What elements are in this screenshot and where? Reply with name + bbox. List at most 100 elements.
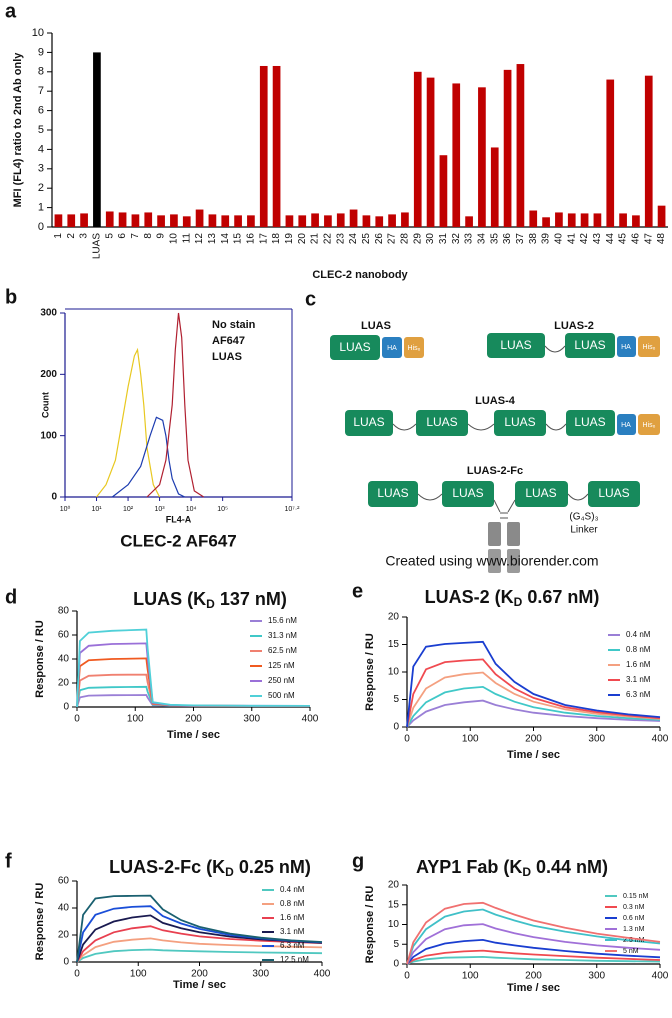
y-tick-label: 8 <box>38 66 44 78</box>
bar <box>311 213 319 227</box>
x-tick-label: 19 <box>284 233 295 245</box>
series-line <box>406 699 661 728</box>
x-tick-label: 27 <box>387 233 398 245</box>
domain <box>565 333 615 358</box>
tag <box>617 336 636 357</box>
y-axis-title: Response / RU <box>34 883 46 961</box>
domain <box>442 481 494 507</box>
x-tick-label: 10² <box>123 506 134 513</box>
series-line <box>111 416 186 498</box>
tag <box>404 337 424 358</box>
legend-label: 500 nM <box>268 691 295 700</box>
panel-label: e <box>352 580 363 602</box>
series-line <box>406 658 661 728</box>
x-tick-label: 34 <box>477 233 488 245</box>
domain-label: LUAS <box>426 415 457 429</box>
y-tick-label: 2 <box>38 182 44 194</box>
tag <box>617 414 636 435</box>
chart: d LUAS (KD 137 nM) 0 20 40 60 80 Response / RU T… <box>5 586 319 741</box>
tag <box>638 336 660 357</box>
y-tick-label: 7 <box>38 85 44 97</box>
domain-label: LUAS <box>525 486 556 500</box>
legend-label: LUAS <box>212 351 242 363</box>
linker-label: Linker <box>570 525 598 536</box>
y-tick-label: 40 <box>58 903 70 914</box>
x-tick-label: 0 <box>404 734 410 745</box>
bar <box>478 87 486 227</box>
x-tick-label: 21 <box>310 233 321 245</box>
x-tick-label: 26 <box>374 233 385 245</box>
x-axis-title: Time / sec <box>507 982 560 994</box>
bar <box>170 214 178 227</box>
title-sub: D <box>522 865 531 879</box>
domain-label: LUAS <box>598 486 629 500</box>
x-tick-label: 32 <box>451 233 462 245</box>
legend-label: 0.4 nM <box>280 885 305 894</box>
y-tick-label: 4 <box>38 143 44 155</box>
construct-name: LUAS-2-Fc <box>467 465 523 477</box>
x-tick-label: 10¹ <box>91 506 102 513</box>
chart: b 0 100 200 300 Count FL4-A CLEC-2 AF647 10⁰ 10¹ 1… <box>5 286 300 550</box>
y-tick-label: 20 <box>388 880 400 891</box>
panel-label: a <box>5 0 17 22</box>
x-tick-label: 33 <box>464 233 475 245</box>
y-tick-label: 300 <box>40 308 57 319</box>
title-text: 0.25 nM) <box>234 857 311 877</box>
x-tick-label: 23 <box>335 233 346 245</box>
x-tick-label: 10³ <box>155 506 166 513</box>
tag-label: HA <box>621 344 631 351</box>
bar <box>644 75 653 228</box>
bar <box>606 79 615 227</box>
x-tick-label: 36 <box>502 233 513 245</box>
legend-label: 0.3 nM <box>623 904 645 911</box>
bar <box>234 215 242 227</box>
x-axis-title: Time / sec <box>167 729 220 741</box>
bar <box>503 69 512 227</box>
x-tick-label: 400 <box>302 714 319 725</box>
construct-name: LUAS <box>361 320 391 332</box>
x-tick-label: 35 <box>489 233 500 245</box>
bar <box>67 214 76 227</box>
x-tick-label: 300 <box>588 734 605 745</box>
y-tick-label: 0 <box>393 722 399 733</box>
x-tick-label: 100 <box>130 969 147 980</box>
series-line <box>406 640 661 728</box>
bar <box>465 216 473 227</box>
tag <box>638 414 660 435</box>
y-tick-label: 5 <box>393 694 399 705</box>
y-tick-label: 10 <box>32 27 44 39</box>
y-tick-label: 10 <box>388 919 400 930</box>
domain <box>416 410 468 436</box>
y-tick-label: 0 <box>393 959 399 970</box>
title-text: LUAS-2-Fc (K <box>109 857 225 877</box>
bar <box>490 147 499 227</box>
bar <box>439 155 448 227</box>
legend-label: 5 nM <box>623 948 639 955</box>
series-line <box>406 955 661 965</box>
title-sub: D <box>225 865 234 879</box>
x-tick-label: 200 <box>525 734 542 745</box>
x-tick-label: 400 <box>652 734 669 745</box>
chart: e LUAS-2 (KD 0.67 nM) 0 5 10 15 20 Response / R… <box>352 580 669 761</box>
domain-label: LUAS <box>353 415 384 429</box>
series-line <box>96 347 161 498</box>
bar <box>362 215 371 227</box>
domain-label: LUAS <box>339 340 370 354</box>
title-text: AYP1 Fab (K <box>416 857 522 877</box>
title-sub: D <box>514 595 523 609</box>
bar <box>54 214 63 227</box>
bar <box>452 83 461 227</box>
tag-label: His₆ <box>408 345 421 352</box>
chart-title: AYP1 Fab (KD 0.44 nM) <box>416 857 608 879</box>
legend-label: 3.1 nM <box>280 927 305 936</box>
x-tick-label: 2 <box>66 233 77 239</box>
y-tick-label: 20 <box>388 612 400 623</box>
y-axis-title: MFI (FL4) ratio to 2nd Ab only <box>12 52 24 208</box>
bar <box>516 64 525 227</box>
x-tick-label: 44 <box>605 233 616 245</box>
bar <box>413 71 422 227</box>
bar <box>105 211 114 227</box>
x-tick-label: 10⁷·² <box>285 506 301 513</box>
bar <box>529 210 538 227</box>
bar <box>221 215 230 227</box>
